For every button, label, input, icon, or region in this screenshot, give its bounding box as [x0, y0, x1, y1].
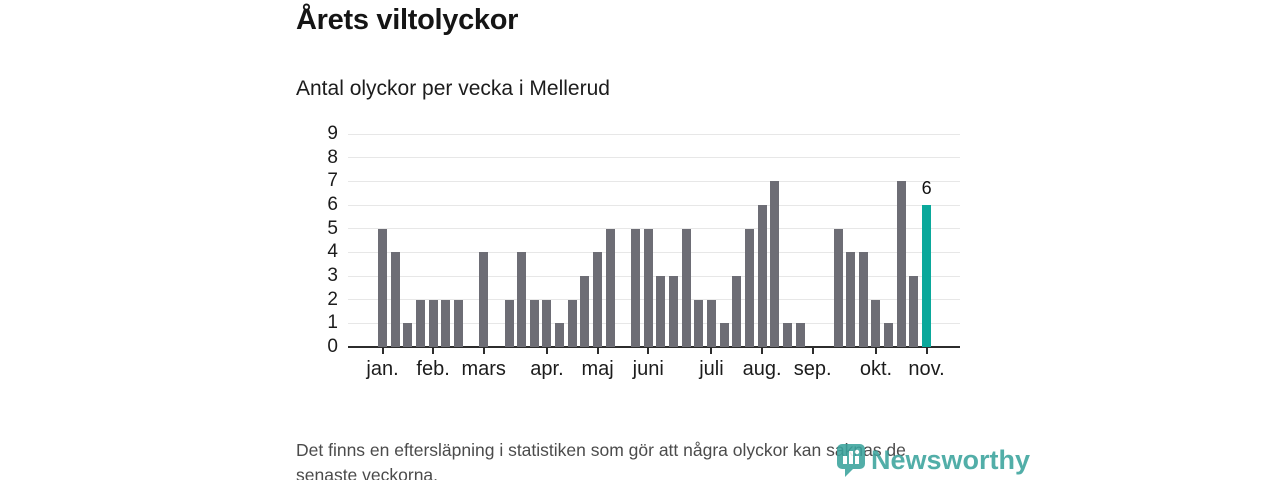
- x-axis-month-label: juli: [699, 358, 724, 380]
- x-axis-month-label: sep.: [793, 358, 832, 380]
- bar: [428, 299, 438, 347]
- y-axis-tick-label: 0: [327, 336, 338, 357]
- bar: [782, 323, 792, 347]
- bar: [858, 252, 868, 347]
- newsworthy-logo-text: Newsworthy: [871, 445, 1031, 475]
- bar: [795, 323, 805, 347]
- newsworthy-pin-icon: [837, 444, 865, 477]
- x-axis-month-label: feb.: [416, 358, 450, 380]
- x-axis-month-label: juni: [632, 358, 664, 380]
- bar: [770, 181, 780, 347]
- y-gridline: [348, 133, 960, 135]
- bar-chart-plot-area: 0 1 2 3 4 5 6 7 8 9 6 jan. feb. mars apr. maj juni juli au…: [327, 123, 960, 380]
- x-axis-tick: [432, 348, 435, 354]
- x-axis-tick: [761, 348, 764, 354]
- bar: [719, 323, 729, 347]
- bar: [846, 252, 856, 347]
- x-axis-month-label: aug.: [742, 358, 782, 380]
- bar: [669, 276, 679, 347]
- x-axis-month-label: maj: [581, 358, 614, 380]
- bar: [580, 276, 590, 347]
- bar: [871, 299, 881, 347]
- bar: [631, 228, 641, 347]
- bar: [378, 228, 387, 347]
- x-axis-month-label: okt.: [859, 358, 893, 380]
- x-axis-tick: [811, 348, 814, 354]
- y-axis-tick-label: 8: [327, 146, 338, 168]
- y-axis-tick-label: 3: [327, 265, 338, 286]
- x-axis-tick: [647, 348, 650, 354]
- x-axis-tick: [596, 348, 599, 354]
- bar: [884, 323, 894, 347]
- bar-highlight: [922, 205, 932, 347]
- bar: [479, 252, 489, 347]
- y-axis-tick-label: 4: [327, 241, 338, 263]
- y-axis-tick-label: 1: [327, 312, 338, 334]
- bar: [909, 276, 919, 347]
- newsworthy-logo: Newsworthy: [836, 443, 1030, 477]
- chart-subtitle: Antal olyckor per vecka i Mellerud: [296, 77, 610, 100]
- x-axis-tick: [874, 348, 877, 354]
- bar: [567, 299, 577, 347]
- x-axis-month-label: jan.: [366, 358, 399, 380]
- y-gridline: [348, 204, 960, 206]
- x-axis-tick: [710, 348, 713, 354]
- bar: [706, 299, 716, 347]
- bar: [504, 299, 514, 347]
- x-axis-tick: [381, 348, 384, 354]
- x-axis-tick: [925, 348, 928, 354]
- bar: [694, 299, 704, 347]
- bar: [593, 252, 603, 347]
- footnote: Det finns en eftersläpning i statistiken…: [296, 440, 906, 480]
- x-axis-month-label: mars: [461, 358, 506, 380]
- y-axis-tick-label: 9: [327, 123, 338, 144]
- bar: [415, 299, 425, 347]
- x-axis-month-label: nov.: [908, 358, 945, 380]
- bar: [441, 299, 451, 347]
- bar: [656, 276, 666, 347]
- x-axis-line: [348, 346, 960, 348]
- bar: [529, 299, 539, 347]
- bar: [542, 299, 552, 347]
- y-gridline: [348, 275, 960, 277]
- bar: [390, 252, 400, 347]
- x-axis-tick: [545, 348, 548, 354]
- y-gridline: [348, 228, 960, 230]
- page-title: Årets viltolyckor: [296, 4, 519, 36]
- bar: [605, 228, 615, 347]
- bar: [555, 323, 565, 347]
- x-axis-tick: [482, 348, 485, 354]
- y-axis-tick-label: 7: [327, 170, 338, 192]
- bar: [453, 299, 463, 347]
- y-gridline: [348, 322, 960, 324]
- bar: [643, 228, 653, 347]
- bar: [732, 276, 742, 347]
- bar: [757, 205, 767, 347]
- y-gridline: [348, 251, 960, 253]
- bar: [403, 323, 413, 347]
- y-axis-tick-label: 5: [327, 217, 338, 239]
- y-gridline: [348, 157, 960, 159]
- bar: [833, 228, 843, 347]
- bar: [681, 228, 691, 347]
- y-gridline: [348, 299, 960, 301]
- highlight-value-label: 6: [921, 178, 932, 198]
- y-axis-tick-label: 2: [327, 288, 338, 310]
- x-axis-month-label: apr.: [530, 358, 564, 380]
- y-axis-tick-label: 6: [327, 194, 338, 215]
- y-gridline: [348, 180, 960, 182]
- bar: [744, 228, 754, 347]
- bar: [517, 252, 527, 347]
- bar: [896, 181, 906, 347]
